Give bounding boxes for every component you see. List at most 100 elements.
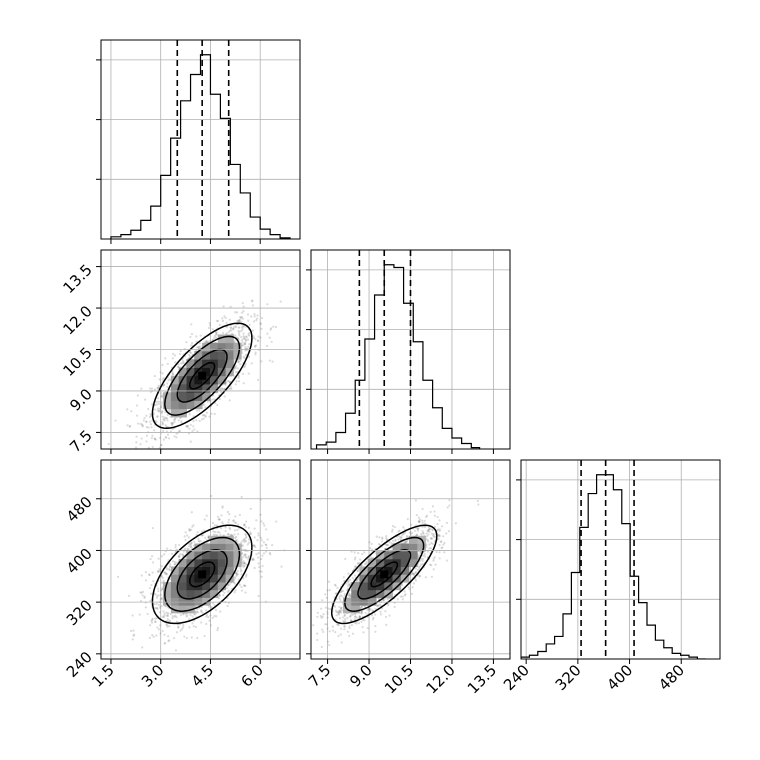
sample-point — [170, 422, 173, 425]
sample-point — [161, 363, 164, 367]
sample-point — [228, 527, 232, 531]
sample-point — [240, 541, 243, 544]
sample-point — [152, 412, 155, 415]
sample-point — [171, 616, 174, 620]
sample-point — [160, 410, 164, 413]
sample-point — [158, 436, 162, 440]
sample-point — [160, 406, 163, 409]
sample-point — [169, 452, 171, 454]
sample-point — [251, 304, 255, 307]
sample-point — [136, 394, 139, 397]
sample-point — [242, 310, 245, 313]
sample-point — [246, 543, 249, 546]
sample-point — [428, 543, 431, 546]
sample-point — [223, 395, 226, 398]
sample-point — [199, 539, 202, 543]
sample-point — [393, 605, 396, 609]
sample-point — [274, 325, 278, 329]
sample-point — [433, 535, 437, 538]
contour-level-1 — [176, 348, 228, 403]
axis-frame — [100, 459, 301, 660]
sample-point — [207, 536, 210, 539]
sample-point — [430, 547, 433, 550]
sample-point — [216, 515, 220, 518]
sample-point — [158, 446, 162, 449]
sample-point — [336, 586, 339, 590]
sample-point — [422, 532, 425, 535]
sample-point — [438, 528, 441, 531]
sample-point — [141, 646, 144, 649]
sample-point — [182, 361, 185, 364]
sample-point — [252, 544, 255, 547]
sample-point — [205, 615, 208, 618]
sample-point — [154, 620, 157, 624]
sample-point — [404, 540, 408, 544]
sample-point — [229, 533, 233, 536]
sample-point — [199, 345, 202, 348]
sample-point — [177, 419, 180, 422]
sample-point — [166, 433, 170, 436]
contour-level-3 — [151, 322, 253, 430]
sample-point — [162, 377, 165, 380]
y-tick-label: 9.0 — [66, 385, 96, 415]
density-cell — [225, 342, 234, 352]
sample-point — [191, 615, 194, 618]
sample-point — [126, 424, 129, 427]
sample-point — [157, 402, 161, 406]
sample-point — [238, 319, 241, 322]
sample-point — [232, 328, 235, 331]
sample-point — [188, 355, 192, 358]
sample-point — [215, 615, 218, 618]
sample-point — [188, 527, 191, 531]
sample-point — [340, 627, 343, 630]
sample-point — [398, 535, 401, 538]
density-cell — [163, 589, 172, 598]
sample-point — [427, 540, 430, 543]
density-cell — [170, 589, 180, 598]
sample-point — [416, 527, 419, 530]
sample-point — [419, 559, 422, 562]
sample-point — [242, 335, 245, 338]
sample-point — [260, 557, 263, 561]
sample-point — [243, 539, 246, 542]
sample-point — [240, 570, 243, 573]
sample-point — [235, 571, 238, 574]
density-cell — [178, 597, 187, 606]
sample-point — [244, 540, 248, 543]
sample-point — [312, 624, 315, 627]
sample-point — [269, 553, 272, 556]
sample-point — [211, 398, 214, 401]
sample-point — [226, 604, 229, 608]
sample-point — [218, 594, 221, 598]
sample-point — [131, 638, 134, 641]
sample-point — [151, 618, 154, 621]
sample-point — [334, 609, 337, 612]
sample-point — [430, 537, 433, 540]
sample-point — [369, 607, 372, 611]
sample-point — [228, 526, 231, 529]
sample-point — [437, 528, 440, 531]
sample-point — [350, 623, 354, 627]
sample-point — [139, 443, 142, 446]
y-tick-label: 10.5 — [59, 344, 95, 380]
sample-point — [173, 418, 176, 422]
sample-point — [180, 420, 183, 423]
sample-point — [238, 513, 241, 516]
sample-point — [358, 615, 361, 618]
sample-point — [203, 518, 206, 521]
sample-point — [347, 572, 350, 575]
sample-point — [368, 608, 371, 611]
y-tick-label: 480 — [63, 493, 96, 526]
sample-point — [160, 404, 163, 407]
density-cell — [170, 597, 180, 606]
sample-point — [165, 417, 168, 420]
sample-point — [342, 576, 345, 579]
sample-point — [194, 610, 197, 613]
sample-point — [388, 540, 391, 544]
sample-point — [430, 575, 433, 578]
sample-point — [149, 390, 152, 394]
sample-point — [252, 544, 255, 547]
sample-point — [158, 570, 161, 573]
sample-point — [181, 361, 184, 364]
sample-point — [244, 537, 247, 540]
